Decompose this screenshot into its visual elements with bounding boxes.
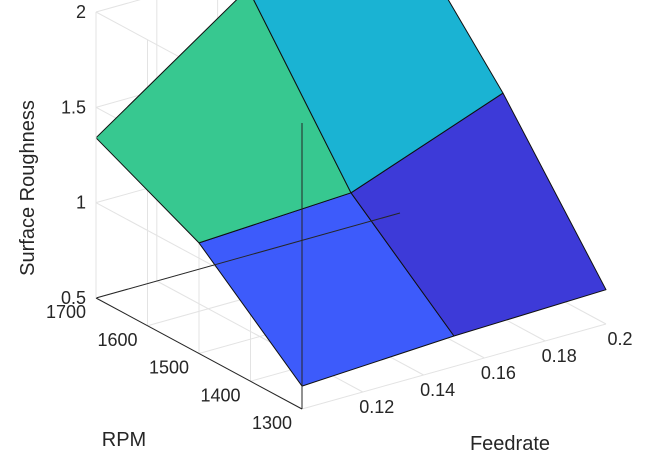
rpm-tick-label: 1600 [97, 330, 137, 350]
feedrate-tick-label: 0.18 [542, 346, 577, 366]
z-tick-labels: 0.5 1 1.5 2 [61, 2, 86, 308]
surface-patch [95, 0, 352, 244]
grid-line [301, 323, 607, 410]
y-axis-label: RPM [102, 429, 146, 451]
z-tick-label: 2 [76, 2, 86, 22]
z-axis-label: Surface Roughness [17, 100, 39, 276]
rpm-tick-labels: 1300 1400 1500 1600 1700 [46, 302, 292, 433]
feedrate-axis-line [95, 212, 401, 299]
x-axis-label: Feedrate [470, 433, 550, 455]
z-tick-label: 0.5 [61, 288, 86, 308]
feedrate-tick-labels: 0.12 0.14 0.16 0.18 0.2 [359, 329, 632, 417]
surface-plot [95, 0, 607, 387]
rpm-tick-label: 1700 [46, 302, 86, 322]
feedrate-tick-label: 0.16 [481, 363, 516, 383]
rpm-tick-label: 1300 [252, 413, 292, 433]
feedrate-tick-label: 0.12 [359, 397, 394, 417]
rpm-tick-label: 1500 [149, 358, 189, 378]
feedrate-tick-label: 0.14 [420, 380, 455, 400]
rpm-axis-line [95, 297, 303, 410]
surface-patch [253, 0, 504, 194]
axis-lines [95, 12, 401, 410]
z-tick-label: 1 [76, 193, 86, 213]
feedrate-tick-label: 0.2 [607, 329, 632, 349]
rpm-tick-label: 1400 [200, 385, 240, 405]
z-tick-label: 1.5 [61, 97, 86, 117]
